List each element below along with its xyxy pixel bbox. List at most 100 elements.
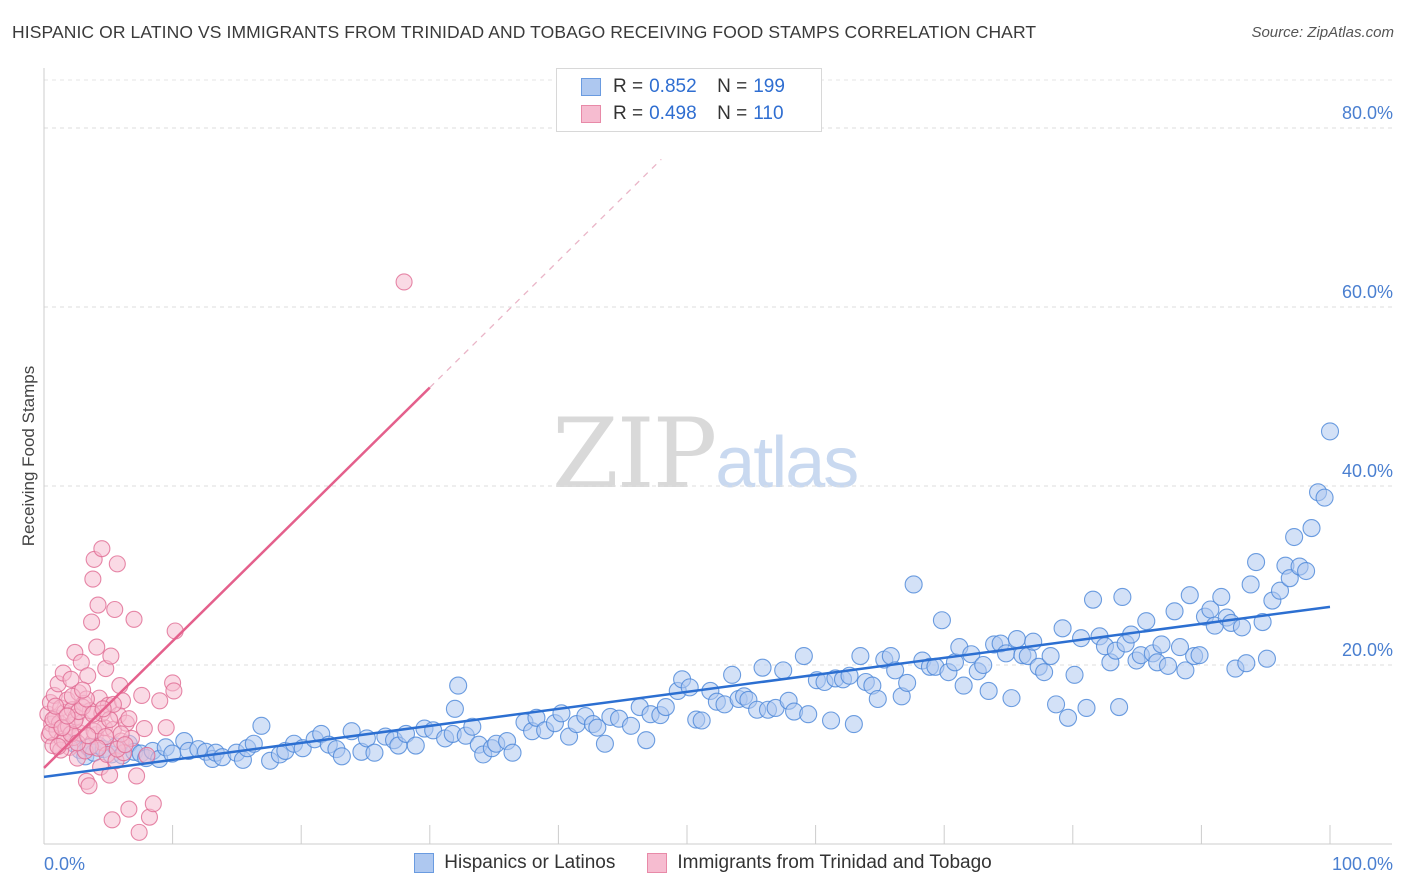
point-hispanics bbox=[1007, 629, 1026, 649]
source-label: Source: ZipAtlas.com bbox=[1251, 24, 1394, 41]
point-hispanics bbox=[1152, 635, 1171, 654]
point-hispanics bbox=[774, 661, 793, 680]
legend-n-label: N = bbox=[717, 103, 748, 124]
point-hispanics bbox=[851, 646, 870, 666]
point-hispanics bbox=[332, 747, 351, 766]
point-hispanics bbox=[449, 676, 468, 695]
point-hispanics bbox=[637, 731, 656, 750]
point-hispanics bbox=[365, 743, 384, 762]
point-hispanics bbox=[1113, 587, 1132, 607]
y-axis-label: Receiving Food Stamps bbox=[19, 366, 38, 546]
y-tick-label: 40.0% bbox=[1342, 461, 1393, 481]
point-hispanics bbox=[753, 658, 772, 677]
point-trinidad bbox=[47, 697, 65, 715]
axes bbox=[43, 68, 1392, 845]
point-trinidad bbox=[49, 737, 67, 755]
grid-lines bbox=[44, 79, 1392, 666]
trend-line-trinidad-extension bbox=[429, 158, 662, 389]
point-hispanics bbox=[1212, 587, 1231, 607]
point-hispanics bbox=[932, 611, 951, 630]
point-hispanics bbox=[898, 673, 917, 692]
point-trinidad bbox=[130, 823, 148, 841]
point-hispanics bbox=[503, 743, 522, 762]
point-trinidad bbox=[395, 273, 413, 291]
point-hispanics bbox=[1241, 575, 1260, 594]
point-hispanics bbox=[1253, 612, 1272, 632]
y-tick-label: 60.0% bbox=[1342, 282, 1393, 302]
legend-label-trinidad: Immigrants from Trinidad and Tobago bbox=[677, 852, 992, 873]
legend-r-value: 0.852 bbox=[649, 76, 697, 97]
point-hispanics bbox=[723, 665, 742, 684]
point-trinidad bbox=[83, 613, 101, 631]
legend-r-label: R = bbox=[613, 76, 644, 97]
point-hispanics bbox=[1165, 602, 1184, 621]
point-hispanics bbox=[1058, 708, 1078, 727]
watermark-atlas: atlas bbox=[715, 423, 859, 503]
point-hispanics bbox=[1041, 646, 1060, 666]
point-trinidad bbox=[79, 667, 97, 685]
point-trinidad bbox=[133, 686, 151, 704]
legend-label-hispanics: Hispanics or Latinos bbox=[444, 852, 616, 873]
legend-row-trinidad: R = 0.498 N = 110 bbox=[581, 102, 784, 126]
legend-swatch-hispanics bbox=[581, 78, 601, 96]
point-hispanics bbox=[844, 715, 863, 734]
point-hispanics bbox=[1158, 656, 1178, 675]
point-hispanics bbox=[1280, 569, 1299, 588]
point-trinidad bbox=[74, 681, 92, 699]
point-trinidad bbox=[89, 739, 107, 757]
point-trinidad bbox=[93, 540, 111, 558]
point-hispanics bbox=[1237, 654, 1256, 673]
point-hispanics bbox=[904, 575, 923, 594]
point-hispanics bbox=[1083, 590, 1103, 609]
point-trinidad bbox=[144, 795, 162, 813]
point-hispanics bbox=[595, 734, 614, 753]
point-hispanics bbox=[1035, 663, 1054, 682]
point-hispanics bbox=[1053, 619, 1072, 638]
point-hispanics bbox=[1110, 698, 1129, 717]
point-trinidad bbox=[58, 707, 76, 725]
point-hispanics bbox=[1190, 646, 1209, 665]
point-hispanics bbox=[1180, 586, 1199, 605]
legend-row-hispanics: R = 0.852 N = 199 bbox=[581, 75, 785, 99]
point-hispanics bbox=[1285, 527, 1304, 547]
point-trinidad bbox=[165, 682, 183, 700]
point-hispanics bbox=[445, 699, 464, 718]
point-hispanics bbox=[1320, 422, 1340, 441]
y-tick-label: 20.0% bbox=[1342, 640, 1393, 660]
point-trinidad bbox=[89, 596, 107, 614]
point-trinidad bbox=[80, 777, 98, 795]
legend-item-hispanics: Hispanics or Latinos bbox=[414, 852, 615, 874]
correlation-legend: R = 0.852 N = 199 R = 0.498 N = 110 bbox=[556, 68, 822, 132]
point-trinidad bbox=[102, 647, 120, 665]
point-trinidad bbox=[135, 719, 153, 738]
point-hispanics bbox=[1002, 689, 1021, 708]
legend-n-label: N = bbox=[717, 76, 748, 97]
x-tick-label: 0.0% bbox=[44, 854, 85, 874]
point-trinidad bbox=[106, 600, 124, 619]
x-tick-label: 100.0% bbox=[1332, 854, 1393, 874]
point-trinidad bbox=[62, 670, 80, 688]
point-trinidad bbox=[125, 610, 143, 628]
series-legend: Hispanics or Latinos Immigrants from Tri… bbox=[0, 852, 1406, 874]
point-hispanics bbox=[1077, 698, 1096, 718]
legend-n-value: 199 bbox=[753, 76, 785, 97]
point-trinidad bbox=[116, 736, 134, 754]
point-hispanics bbox=[1065, 665, 1084, 684]
point-hispanics bbox=[252, 716, 271, 735]
watermark-zip: ZIP bbox=[552, 398, 717, 510]
point-trinidad bbox=[157, 719, 175, 737]
point-hispanics bbox=[979, 681, 998, 701]
legend-n-value: 110 bbox=[753, 103, 784, 124]
point-hispanics bbox=[1302, 519, 1321, 538]
trend-lines bbox=[43, 158, 1331, 779]
watermark: ZIPatlas bbox=[552, 398, 859, 510]
legend-r-value: 0.498 bbox=[649, 103, 697, 124]
point-hispanics bbox=[406, 736, 425, 755]
point-hispanics bbox=[1247, 553, 1266, 572]
point-trinidad bbox=[120, 710, 138, 728]
point-trinidad bbox=[111, 677, 129, 695]
point-trinidad bbox=[84, 570, 102, 588]
point-hispanics bbox=[794, 646, 813, 666]
point-hispanics bbox=[1297, 561, 1316, 581]
point-hispanics bbox=[463, 717, 482, 736]
